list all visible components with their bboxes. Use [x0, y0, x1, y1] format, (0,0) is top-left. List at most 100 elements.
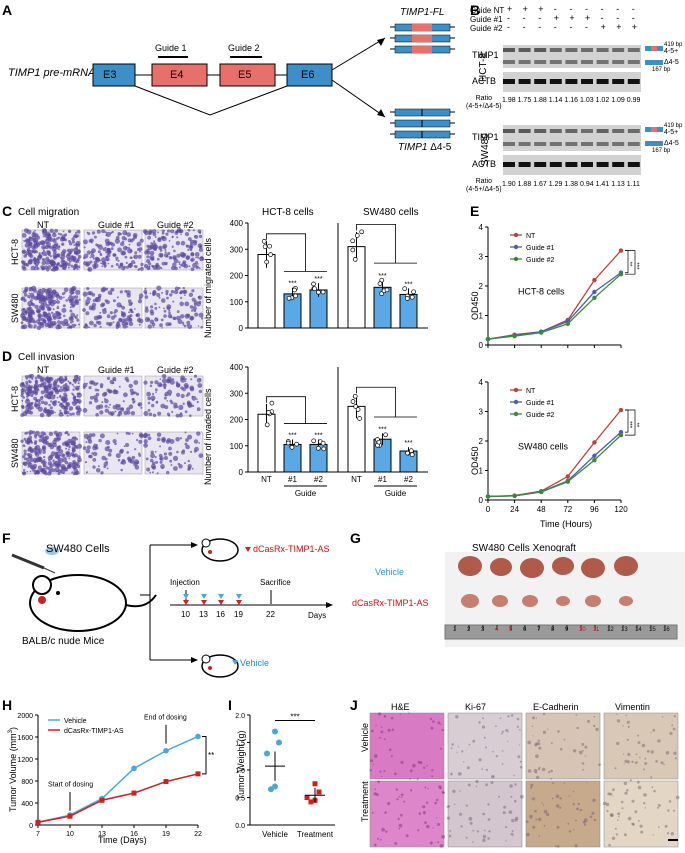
cell-dot: [133, 459, 139, 465]
cell-dot: [100, 262, 103, 265]
cell-dot: [65, 402, 71, 407]
cell-dot: [131, 432, 134, 435]
cell-dot: [100, 471, 104, 475]
cell-dot: [85, 302, 89, 306]
nucleus-dot: [519, 760, 522, 763]
cell-dot: [57, 320, 61, 324]
nucleus-dot: [531, 725, 534, 727]
cell-dot: [56, 262, 60, 266]
vehicle-dose-marker: [183, 594, 189, 599]
data-point: [350, 238, 356, 244]
cell-dot: [173, 466, 178, 471]
cell-dot: [34, 452, 38, 456]
legend-marker: [513, 244, 519, 250]
cell-dot: [68, 240, 71, 243]
cell-dot: [99, 383, 104, 387]
nucleus-dot: [398, 818, 400, 820]
x-tick-label: 120: [614, 505, 628, 514]
cell-dot: [186, 320, 191, 325]
band-hct-full: [565, 48, 578, 52]
nucleus-dot: [614, 827, 617, 830]
series-point: [512, 333, 517, 339]
bp167-sw: 167 bp: [652, 148, 671, 154]
nucleus-dot: [584, 745, 588, 749]
series-line: [487, 273, 622, 340]
cell-dot: [25, 391, 27, 394]
cell-dot: [27, 447, 32, 452]
cell-dot: [157, 257, 160, 261]
cell-dot: [151, 229, 157, 234]
nucleus-dot: [664, 824, 668, 828]
cell-dot: [64, 405, 69, 410]
nucleus-dot: [508, 810, 513, 814]
xenograft-title: SW480 Cells Xenograft: [472, 543, 576, 554]
nucleus-dot: [422, 811, 426, 815]
nucleus-dot: [531, 797, 536, 801]
y-tick-label: 1.0: [235, 768, 245, 775]
band-sw-actb: [503, 162, 515, 167]
nucleus-dot: [507, 740, 509, 743]
nucleus-dot: [579, 808, 582, 812]
cell-dot: [147, 408, 151, 412]
cell-dot: [151, 403, 155, 408]
cell-dot: [28, 435, 33, 440]
cell-dot: [138, 247, 143, 251]
cell-dot: [88, 326, 90, 329]
nucleus-dot: [377, 837, 379, 840]
days-label: Days: [308, 611, 327, 620]
nucleus-dot: [379, 838, 382, 841]
cell-dot: [149, 292, 152, 295]
data-point: [316, 789, 322, 795]
cell-dot: [74, 250, 78, 254]
cell-dot: [181, 450, 185, 455]
cell-dot: [149, 458, 154, 463]
cell-dot: [49, 409, 55, 415]
splicing-diagram: [92, 23, 455, 139]
ratio-hct: 1.03: [580, 97, 594, 104]
cell-dot: [184, 380, 187, 383]
series-point: [163, 747, 169, 754]
cell-dot: [174, 266, 178, 271]
cell-dot: [187, 237, 192, 241]
cell-dot: [46, 268, 50, 272]
data-point: [289, 445, 295, 450]
legend-marker: [513, 387, 519, 393]
cell-dot: [40, 294, 44, 298]
series-point: [35, 819, 41, 825]
cell-dot: [180, 377, 186, 383]
significance: ***: [404, 281, 412, 288]
cell-dot: [21, 316, 27, 322]
cell-dot: [59, 409, 62, 412]
cell-dot: [154, 317, 157, 320]
cell-dot: [107, 452, 112, 457]
nucleus-dot: [387, 728, 391, 732]
cell-dot: [177, 462, 181, 466]
cell-dot: [143, 432, 149, 438]
cell-dot: [68, 457, 71, 460]
cell-dot: [167, 389, 173, 395]
y-tick-label: 1: [479, 467, 484, 476]
cell-dot: [116, 296, 119, 299]
cell-dot: [73, 375, 79, 380]
cell-dot: [161, 327, 163, 329]
cell-dot: [126, 410, 131, 415]
cell-dot: [127, 299, 132, 304]
cell-dot: [117, 259, 120, 262]
cell-dot: [25, 238, 29, 242]
cell-dot: [127, 263, 133, 269]
cell-dot: [49, 390, 54, 395]
cell-dot: [50, 451, 56, 457]
nucleus-dot: [595, 727, 599, 732]
x-tick-label: 7: [36, 831, 40, 838]
cell-dot: [64, 467, 69, 472]
nucleus-dot: [372, 763, 374, 766]
cell-dot: [73, 399, 79, 404]
d-col-g2: Guide #2: [157, 365, 194, 375]
cell-dot: [198, 234, 203, 239]
guide-sign: +: [522, 4, 528, 14]
cell-dot: [181, 262, 187, 268]
nucleus-dot: [435, 817, 438, 819]
cell-dot: [169, 459, 173, 463]
nucleus-dot: [423, 766, 426, 769]
